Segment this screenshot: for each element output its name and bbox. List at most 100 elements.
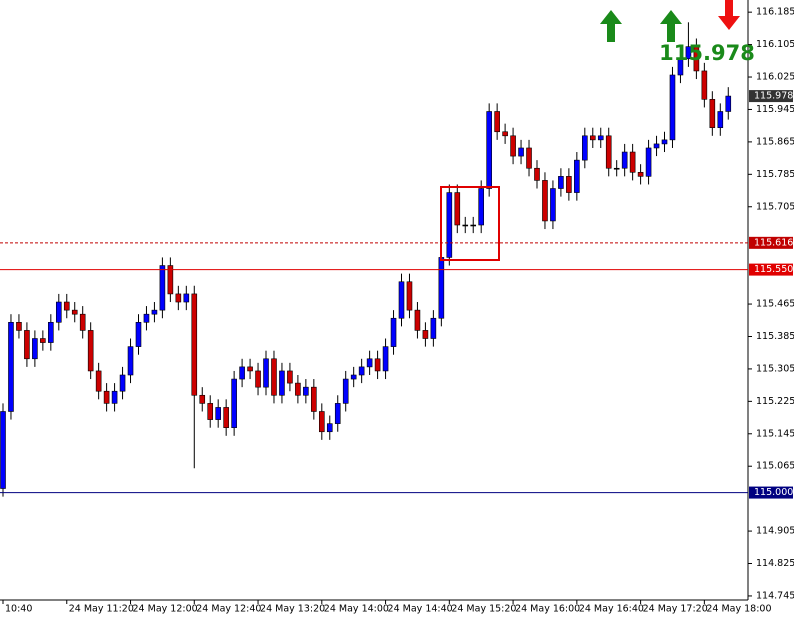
candle-body: [287, 370, 293, 384]
candle-body: [199, 394, 206, 404]
candle-body: [406, 281, 413, 311]
candle-body: [191, 293, 198, 396]
candle-body: [103, 390, 110, 404]
candle-body: [55, 301, 62, 323]
candle-body: [534, 167, 540, 181]
plot-area: [0, 22, 732, 497]
up-arrow: [600, 10, 622, 42]
y-tick-label: 116.185: [756, 7, 794, 18]
price-label-box: [749, 263, 793, 276]
candle-body: [653, 143, 660, 149]
y-tick-label: 115.225: [756, 396, 794, 407]
y-tick-label: 115.705: [756, 201, 794, 212]
price-label-box: [749, 236, 793, 249]
y-tick-label: 115.865: [756, 136, 794, 147]
candle-body: [350, 374, 357, 380]
candle-body: [709, 99, 716, 129]
candle-body: [342, 378, 349, 404]
x-tick-label: 24 May 16:00: [515, 604, 580, 615]
price-label-box: [749, 486, 793, 499]
candle-body: [159, 265, 166, 311]
y-tick-label: 114.905: [756, 526, 794, 537]
candle-body: [263, 358, 269, 388]
candle-body: [40, 338, 46, 343]
candle-body: [8, 321, 14, 412]
candle-body: [303, 386, 309, 396]
candle-body: [231, 378, 237, 429]
candle-body: [366, 358, 373, 368]
x-tick-label: 24 May 18:00: [706, 604, 771, 615]
candle-body: [502, 131, 508, 137]
y-tick-label: 116.105: [756, 39, 794, 50]
candle-body: [207, 403, 214, 420]
down-arrow: [718, 0, 740, 30]
x-tick-label: 24 May 13:20: [260, 604, 325, 615]
candle-body: [597, 135, 604, 141]
candle-body: [526, 147, 532, 169]
candle-body: [32, 338, 38, 360]
candle-body: [422, 330, 429, 339]
y-tick-label: 114.825: [756, 558, 794, 569]
candle-body: [637, 171, 644, 177]
y-tick-label: 116.025: [756, 72, 794, 83]
candle-body: [223, 407, 229, 429]
candle-body: [16, 321, 22, 331]
y-tick-label: 115.465: [756, 299, 794, 310]
candle-body: [589, 135, 596, 141]
candle-body: [685, 46, 692, 60]
candle-body: [582, 135, 588, 161]
candle-body: [271, 358, 277, 396]
candle-body: [87, 330, 94, 372]
candle-body: [143, 313, 150, 323]
price-label: 115.616: [754, 237, 793, 248]
candle-body: [494, 111, 500, 133]
up-arrow: [660, 10, 682, 42]
candle-body: [183, 293, 190, 303]
candle-body: [454, 192, 461, 226]
candle-body: [255, 370, 261, 388]
candle-body: [558, 176, 564, 189]
candle-body: [677, 58, 684, 76]
candle-body: [79, 313, 86, 331]
x-tick-label: 24 May 11:20: [69, 604, 134, 615]
candle-body: [374, 358, 381, 372]
y-tick-label: 115.065: [756, 461, 794, 472]
candle-body: [574, 159, 580, 193]
candle-body: [645, 147, 652, 177]
candle-body: [470, 224, 477, 227]
price-label: 115.550: [754, 264, 793, 275]
y-tick-label: 115.305: [756, 363, 794, 374]
x-tick-label: 24 May 16:40: [579, 604, 644, 615]
y-tick-label: 115.945: [756, 104, 794, 115]
candle-body: [151, 309, 158, 315]
candle-body: [486, 111, 492, 189]
candle-body: [0, 411, 6, 489]
x-tick-label: 10:40: [5, 604, 32, 615]
candle-body: [446, 192, 453, 258]
candle-body: [318, 411, 325, 433]
candle-body: [542, 180, 548, 222]
candle-body: [661, 139, 668, 145]
candle-body: [71, 309, 78, 315]
price-label: 115.978: [754, 91, 793, 102]
candle-body: [725, 95, 732, 112]
candle-body: [215, 407, 221, 420]
candle-body: [239, 366, 245, 380]
candle-body: [510, 135, 516, 157]
y-tick-label: 114.745: [756, 590, 794, 601]
price-annotation: 115.978: [659, 41, 755, 65]
candle-body: [95, 370, 102, 392]
x-tick-label: 24 May 12:40: [196, 604, 261, 615]
candle-body: [382, 346, 389, 372]
candle-body: [111, 390, 118, 404]
candle-body: [629, 151, 636, 173]
candle-body: [438, 257, 445, 319]
x-tick-label: 24 May 12:00: [133, 604, 198, 615]
candle-body: [295, 382, 301, 396]
candle-body: [621, 151, 628, 169]
y-tick-label: 115.385: [756, 331, 794, 342]
candle-body: [605, 135, 612, 169]
candle-body: [390, 317, 397, 347]
candle-body: [613, 167, 620, 170]
candle-body: [334, 403, 341, 424]
